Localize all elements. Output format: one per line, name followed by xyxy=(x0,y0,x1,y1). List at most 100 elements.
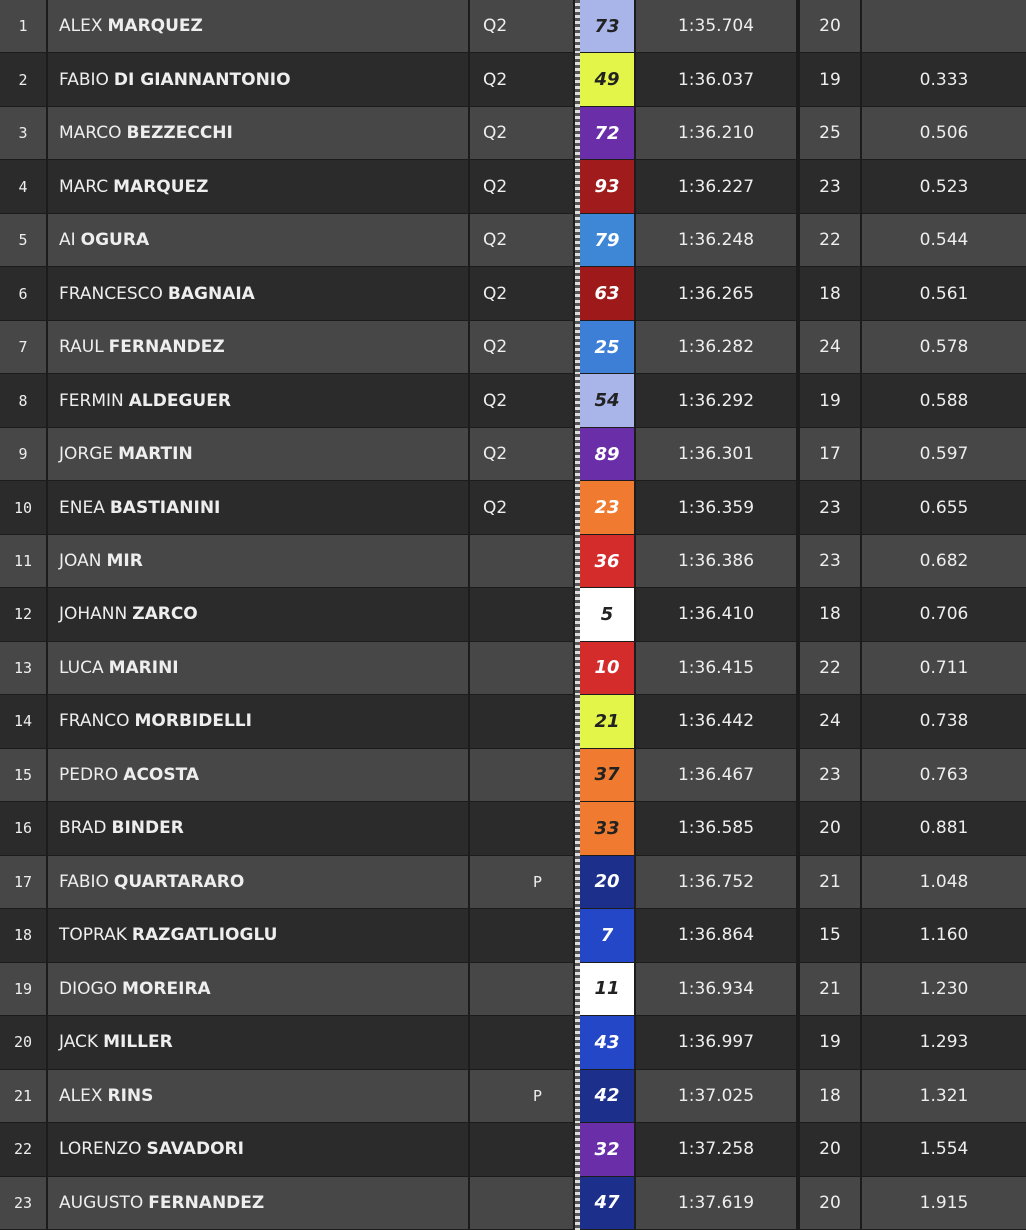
gap: 0.655 xyxy=(919,497,969,518)
gap: 0.561 xyxy=(919,283,969,304)
number: 21 xyxy=(594,710,620,732)
gap: 0.682 xyxy=(919,551,969,572)
session-cell: Q2 xyxy=(470,267,575,321)
laps-cell: 23 xyxy=(798,160,862,214)
position: 20 xyxy=(13,1033,33,1052)
laps-cell: 18 xyxy=(798,588,862,642)
result-row: 11 JOAN MIR 36 1:36.386 23 0.682 xyxy=(0,534,1026,589)
session-cell xyxy=(470,1123,575,1177)
rider-number: 42 xyxy=(580,1069,634,1124)
number: 36 xyxy=(594,550,620,572)
gap: 0.597 xyxy=(919,444,969,465)
gap: 0.544 xyxy=(919,230,969,251)
checkered-stripe xyxy=(575,1123,580,1177)
laps-cell: 22 xyxy=(798,641,862,696)
laps-cell: 24 xyxy=(798,320,862,375)
number: 42 xyxy=(594,1085,620,1107)
last-name: ACOSTA xyxy=(123,764,200,785)
position: 1 xyxy=(18,17,28,36)
rider-number: 11 xyxy=(580,962,634,1017)
checkered-stripe xyxy=(575,695,580,749)
last-name: MOREIRA xyxy=(122,978,211,999)
laps-cell: 18 xyxy=(798,267,862,321)
lap-time: 1:36.934 xyxy=(677,978,755,999)
result-row: 3 MARCO BEZZECCHI Q2 72 1:36.210 25 0.506 xyxy=(0,106,1026,161)
position: 4 xyxy=(18,177,28,196)
position-cell: 23 xyxy=(0,1176,48,1230)
flag: P xyxy=(533,872,543,891)
gap: 1.554 xyxy=(919,1139,969,1160)
last-name: BASTIANINI xyxy=(109,497,221,518)
last-name: RINS xyxy=(107,1085,154,1106)
position: 14 xyxy=(13,712,33,731)
position: 13 xyxy=(13,658,33,677)
gap-cell: 1.554 xyxy=(862,1123,1026,1177)
result-row: 22 LORENZO SAVADORI 32 1:37.258 20 1.554 xyxy=(0,1123,1026,1177)
lap-time: 1:36.301 xyxy=(677,444,755,465)
result-row: 20 JACK MILLER 43 1:36.997 19 1.293 xyxy=(0,1016,1026,1070)
session-cell: Q2 xyxy=(470,160,575,214)
session-cell: Q2 xyxy=(470,320,575,375)
checkered-stripe xyxy=(575,1176,580,1230)
rider-name: ENEA BASTIANINI xyxy=(48,481,470,535)
position-cell: 7 xyxy=(0,320,48,375)
position-cell: 19 xyxy=(0,962,48,1017)
rider-number: 93 xyxy=(580,160,634,214)
laps-cell: 20 xyxy=(798,0,862,54)
gap-cell: 1.048 xyxy=(862,855,1026,910)
position-cell: 8 xyxy=(0,374,48,428)
last-name: MARINI xyxy=(108,657,179,678)
position: 17 xyxy=(13,872,33,891)
first-name: FERMIN xyxy=(59,390,124,411)
laps: 23 xyxy=(819,497,841,518)
result-row: 12 JOHANN ZARCO 5 1:36.410 18 0.706 xyxy=(0,588,1026,642)
gap: 0.763 xyxy=(919,764,969,785)
laps: 18 xyxy=(819,604,841,625)
number: 7 xyxy=(600,924,614,946)
laps-cell: 18 xyxy=(798,1069,862,1124)
gap-cell: 0.655 xyxy=(862,481,1026,535)
lap-time: 1:37.025 xyxy=(677,1085,755,1106)
rider-number: 49 xyxy=(580,53,634,107)
laps: 22 xyxy=(819,230,841,251)
session-cell xyxy=(470,695,575,749)
position-cell: 1 xyxy=(0,0,48,54)
laps-cell: 23 xyxy=(798,534,862,589)
checkered-stripe xyxy=(575,53,580,107)
first-name: PEDRO xyxy=(59,764,119,785)
rider-number: 79 xyxy=(580,213,634,268)
position-cell: 20 xyxy=(0,1016,48,1070)
position-cell: 6 xyxy=(0,267,48,321)
gap: 0.578 xyxy=(919,337,969,358)
gap-cell: 0.706 xyxy=(862,588,1026,642)
session: Q2 xyxy=(483,337,508,358)
time-cell: 1:36.585 xyxy=(634,802,798,856)
laps: 18 xyxy=(819,283,841,304)
session-cell xyxy=(470,588,575,642)
gap: 0.711 xyxy=(919,657,969,678)
lap-time: 1:36.037 xyxy=(677,69,755,90)
lap-time: 1:36.415 xyxy=(677,657,755,678)
number: 10 xyxy=(594,657,620,679)
lap-time: 1:36.292 xyxy=(677,390,755,411)
session: Q2 xyxy=(483,123,508,144)
position-cell: 10 xyxy=(0,481,48,535)
rider-number: 47 xyxy=(580,1176,634,1230)
rider-number: 33 xyxy=(580,802,634,856)
first-name: FRANCO xyxy=(59,711,130,732)
lap-time: 1:36.585 xyxy=(677,818,755,839)
laps-cell: 20 xyxy=(798,802,862,856)
number: 73 xyxy=(594,15,620,37)
session-cell: Q2 xyxy=(470,427,575,482)
gap: 1.915 xyxy=(919,1192,969,1213)
gap: 0.523 xyxy=(919,176,969,197)
first-name: ENEA xyxy=(59,497,105,518)
lap-time: 1:35.704 xyxy=(677,16,755,37)
position: 22 xyxy=(13,1140,33,1159)
number: 79 xyxy=(594,229,620,251)
rider-number: 10 xyxy=(580,641,634,696)
lap-time: 1:36.282 xyxy=(677,337,755,358)
checkered-stripe xyxy=(575,748,580,803)
laps: 19 xyxy=(819,69,841,90)
